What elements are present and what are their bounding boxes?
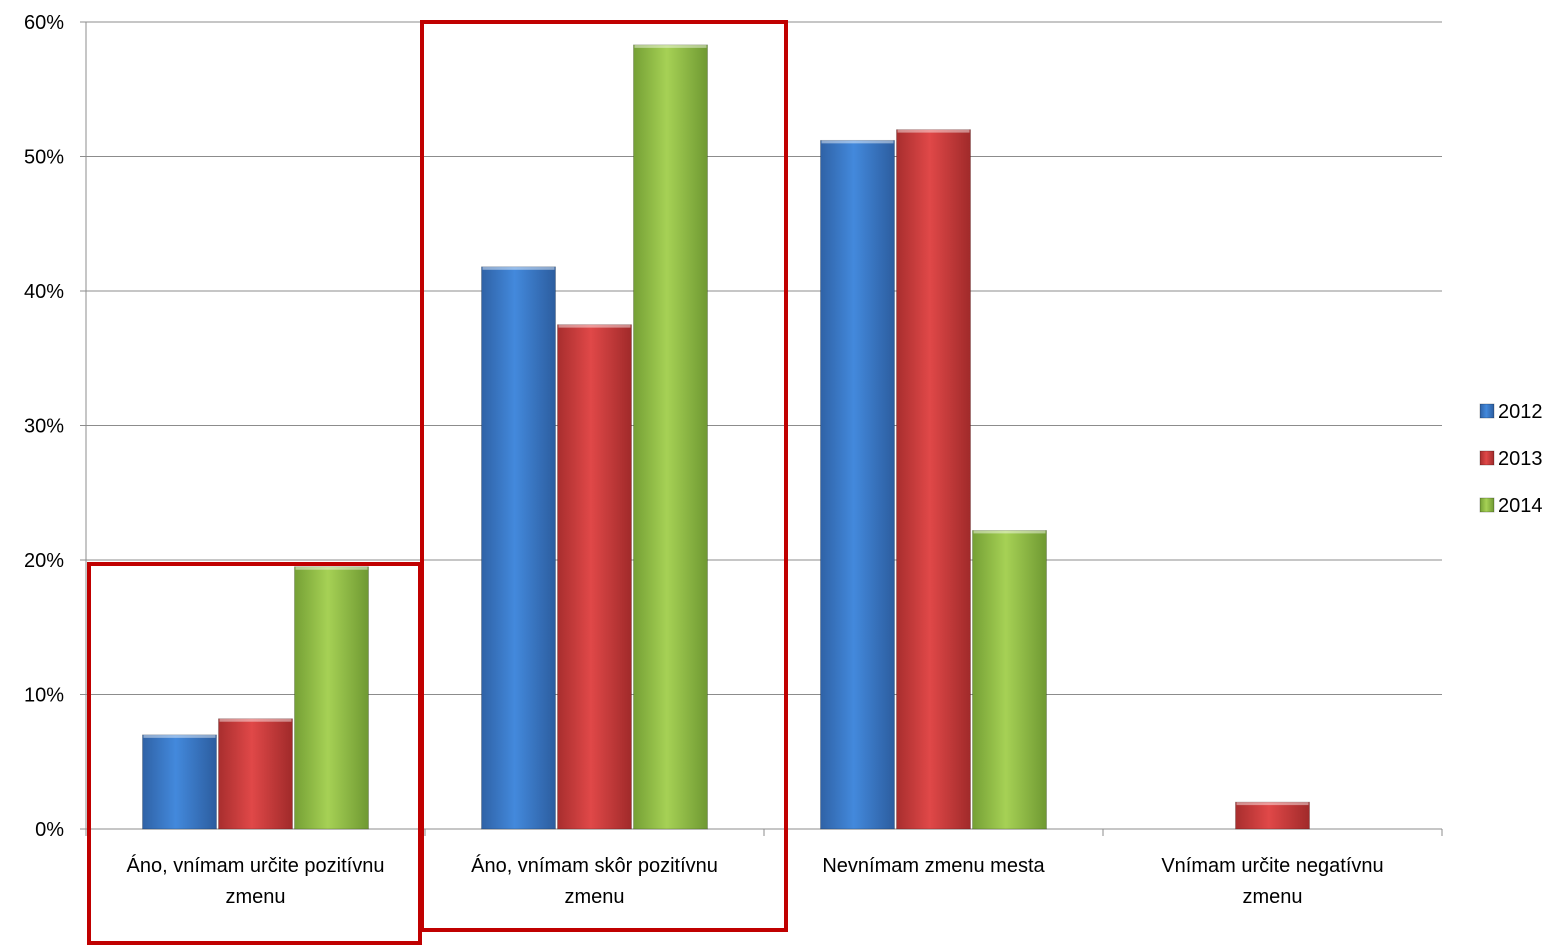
labels: 0% 10% 20% 30% 40% 50% 60% Áno, vnímam určite p…: [24, 12, 1384, 908]
bars: [142, 44, 1310, 830]
bar-highlight: [897, 129, 970, 133]
bar-highlight: [634, 44, 707, 48]
x-category-label: zmenu: [1242, 886, 1302, 908]
bar-highlight: [482, 266, 555, 270]
x-category-label: Vnímam určite negatívnu: [1161, 855, 1383, 877]
bar-2014: [633, 44, 708, 830]
y-tick-label: 0%: [35, 819, 64, 841]
y-tick-label: 60%: [24, 12, 64, 34]
y-tick-label: 20%: [24, 550, 64, 572]
highlight-box-2: [420, 20, 788, 932]
x-category-label: Áno, vnímam určite pozitívnu: [127, 854, 385, 877]
y-tick-label: 50%: [24, 147, 64, 169]
legend-swatch-2014: [1479, 497, 1495, 513]
bar-2013: [557, 324, 632, 830]
bar-highlight: [821, 140, 894, 144]
x-category-label: Áno, vnímam skôr pozitívnu: [471, 854, 718, 877]
bar-highlight: [973, 530, 1046, 534]
bar-2013: [896, 129, 971, 830]
x-category-label: Nevnímam zmenu mesta: [822, 855, 1045, 877]
legend-label: 2012: [1498, 401, 1543, 423]
bar-2013: [218, 718, 293, 830]
bar-highlight: [295, 566, 368, 570]
legend-swatch-2013: [1479, 450, 1495, 466]
axes: [85, 22, 1443, 836]
x-category-label: zmenu: [564, 886, 624, 908]
bar-highlight: [558, 324, 631, 328]
legend: 2012 2013 2014: [1479, 401, 1543, 517]
bar-2012: [820, 139, 895, 830]
bar-2013: [1235, 801, 1310, 830]
bar-2014: [294, 566, 369, 830]
y-tick-label: 40%: [24, 281, 64, 303]
bar-2014: [972, 530, 1047, 830]
bar-highlight: [1236, 802, 1309, 806]
bar-highlight: [143, 734, 216, 738]
bar-2012: [142, 734, 217, 830]
legend-label: 2014: [1498, 495, 1543, 517]
bar-2012: [481, 266, 556, 830]
bar-highlight: [219, 718, 292, 722]
x-category-label: zmenu: [225, 886, 285, 908]
legend-label: 2013: [1498, 448, 1543, 470]
y-tick-label: 30%: [24, 416, 64, 438]
y-tick-label: 10%: [24, 685, 64, 707]
gridlines: [80, 21, 1442, 830]
highlight-boxes: [87, 20, 788, 945]
legend-swatch-2012: [1479, 403, 1495, 419]
